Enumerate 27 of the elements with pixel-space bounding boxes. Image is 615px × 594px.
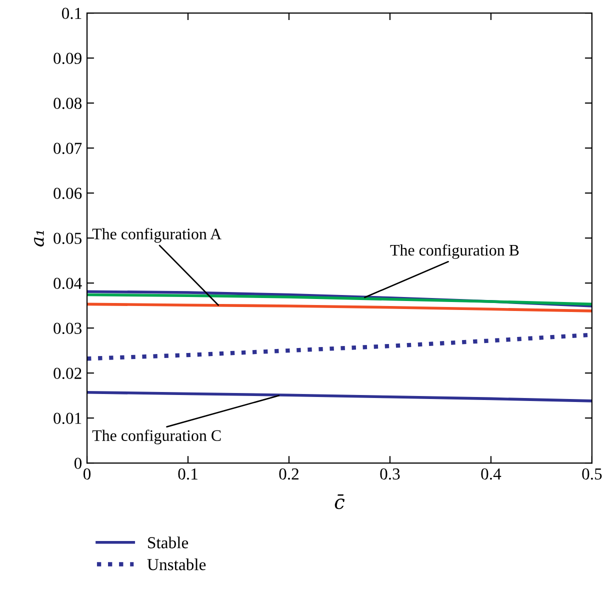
x-tick-label: 0.5: [582, 468, 602, 480]
legend-label: Stable: [148, 536, 188, 548]
line-series: [87, 302, 592, 312]
y-tick-label: 0.08: [54, 98, 82, 110]
y-tick-label: 0.1: [62, 8, 82, 20]
x-tick-label: 0.1: [178, 468, 198, 480]
annotation: The configuration C: [92, 430, 221, 444]
line-series: [87, 390, 592, 402]
y-axis-title: a₁: [34, 231, 44, 246]
y-tick-label: 0.01: [54, 412, 82, 424]
y-tick-label: 0.03: [54, 322, 82, 334]
y-tick-label: 0: [74, 458, 82, 469]
x-axis-title: c̄: [334, 494, 345, 510]
y-tick-label: 0.05: [54, 232, 82, 244]
x-tick-label: 0.2: [279, 468, 298, 480]
x-tick-label: 0.3: [380, 468, 400, 480]
y-tick-label: 0.04: [54, 278, 82, 290]
legend-label: Unstable: [147, 558, 206, 570]
x-tick-label: 0: [83, 468, 91, 480]
y-tick-label: 0.02: [54, 368, 82, 380]
annotation: The configuration A: [92, 228, 222, 243]
annotation: The configuration B: [390, 244, 519, 259]
y-tick-label: 0.09: [54, 52, 82, 64]
x-tick-label: 0.4: [481, 468, 502, 480]
y-tick-label: 0.06: [54, 188, 82, 200]
line-series: [87, 293, 592, 306]
y-tick-label: 0.07: [54, 142, 82, 154]
